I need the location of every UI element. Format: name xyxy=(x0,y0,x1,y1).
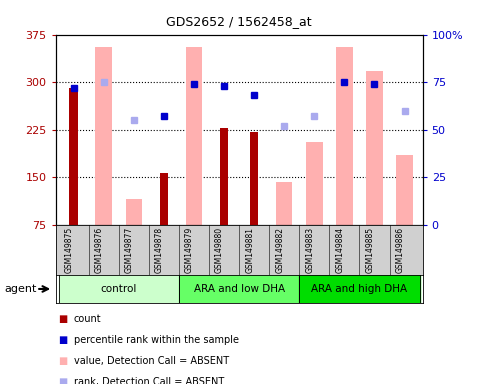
Bar xyxy=(160,173,168,225)
Text: ARA and low DHA: ARA and low DHA xyxy=(194,284,284,294)
Bar xyxy=(185,47,202,225)
Text: value, Detection Call = ABSENT: value, Detection Call = ABSENT xyxy=(74,356,229,366)
Text: GSM149884: GSM149884 xyxy=(335,227,344,273)
Bar xyxy=(276,182,293,225)
Text: GSM149881: GSM149881 xyxy=(245,227,254,273)
Bar xyxy=(250,131,258,225)
Text: GSM149878: GSM149878 xyxy=(155,227,164,273)
Text: GSM149877: GSM149877 xyxy=(125,227,134,273)
Bar xyxy=(220,128,228,225)
Text: count: count xyxy=(74,314,101,324)
Text: ■: ■ xyxy=(58,377,67,384)
Text: rank, Detection Call = ABSENT: rank, Detection Call = ABSENT xyxy=(74,377,224,384)
Text: GSM149875: GSM149875 xyxy=(65,227,73,273)
Text: control: control xyxy=(100,284,137,294)
Bar xyxy=(58,275,179,303)
Text: ■: ■ xyxy=(58,356,67,366)
Bar xyxy=(126,199,142,225)
Bar xyxy=(179,275,299,303)
Bar xyxy=(96,47,112,225)
Bar xyxy=(306,142,323,225)
Text: ■: ■ xyxy=(58,314,67,324)
Text: ARA and high DHA: ARA and high DHA xyxy=(312,284,408,294)
Text: agent: agent xyxy=(5,284,37,294)
Text: GSM149880: GSM149880 xyxy=(215,227,224,273)
Text: GSM149879: GSM149879 xyxy=(185,227,194,273)
Text: GDS2652 / 1562458_at: GDS2652 / 1562458_at xyxy=(166,15,312,28)
Bar xyxy=(366,71,383,225)
Text: GSM149883: GSM149883 xyxy=(305,227,314,273)
Text: GSM149885: GSM149885 xyxy=(366,227,374,273)
Text: GSM149882: GSM149882 xyxy=(275,227,284,273)
Bar xyxy=(396,155,413,225)
Text: ■: ■ xyxy=(58,335,67,345)
Bar xyxy=(70,88,78,225)
Bar xyxy=(336,47,353,225)
Text: percentile rank within the sample: percentile rank within the sample xyxy=(74,335,239,345)
Text: GSM149886: GSM149886 xyxy=(396,227,405,273)
Text: GSM149876: GSM149876 xyxy=(95,227,104,273)
Bar xyxy=(299,275,420,303)
